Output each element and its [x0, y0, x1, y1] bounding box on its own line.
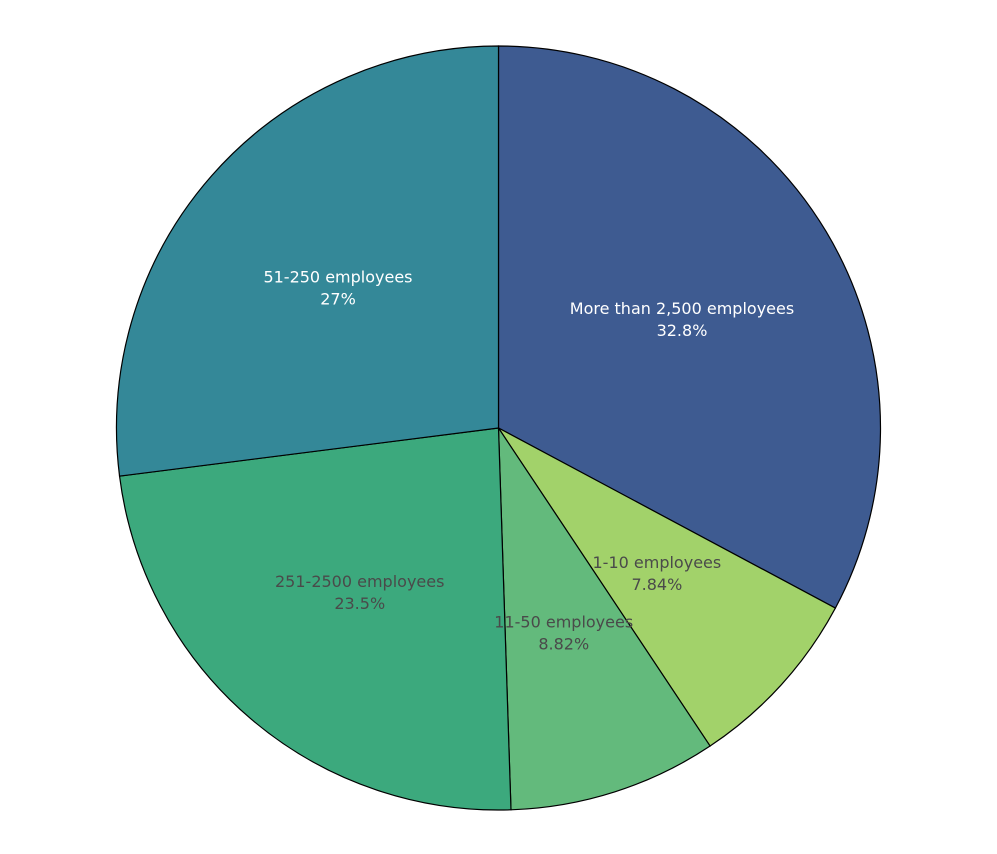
slice-percent-label: 7.84%: [631, 575, 682, 594]
pie-slice-4: [115, 45, 500, 477]
pie-slice-1: [498, 427, 837, 747]
slice-category-label: More than 2,500 employees: [570, 299, 794, 318]
slice-category-label: 251-2500 employees: [275, 572, 444, 591]
pie-slice-2: [497, 425, 711, 811]
slice-category-label: 1-10 employees: [593, 553, 722, 572]
pie-slice-3: [118, 427, 512, 811]
pie-slice-0: [497, 45, 882, 609]
slice-percent-label: 32.8%: [657, 321, 708, 340]
slice-label-4: 51-250 employees 27%: [263, 268, 412, 309]
slice-category-label: 51-250 employees: [263, 268, 412, 287]
slice-label-1: 1-10 employees 7.84%: [593, 553, 722, 594]
slice-percent-label: 8.82%: [538, 635, 589, 654]
slice-label-0: More than 2,500 employees 32.8%: [570, 299, 794, 340]
slice-label-2: 11-50 employees 8.82%: [494, 613, 633, 654]
pie-labels: More than 2,500 employees 32.8% 1-10 emplo…: [263, 268, 794, 654]
slice-label-3: 251-2500 employees 23.5%: [275, 572, 444, 613]
pie-slices: [115, 45, 882, 811]
slice-percent-label: 27%: [320, 290, 356, 309]
slice-category-label: 11-50 employees: [494, 613, 633, 632]
slice-percent-label: 23.5%: [334, 594, 385, 613]
